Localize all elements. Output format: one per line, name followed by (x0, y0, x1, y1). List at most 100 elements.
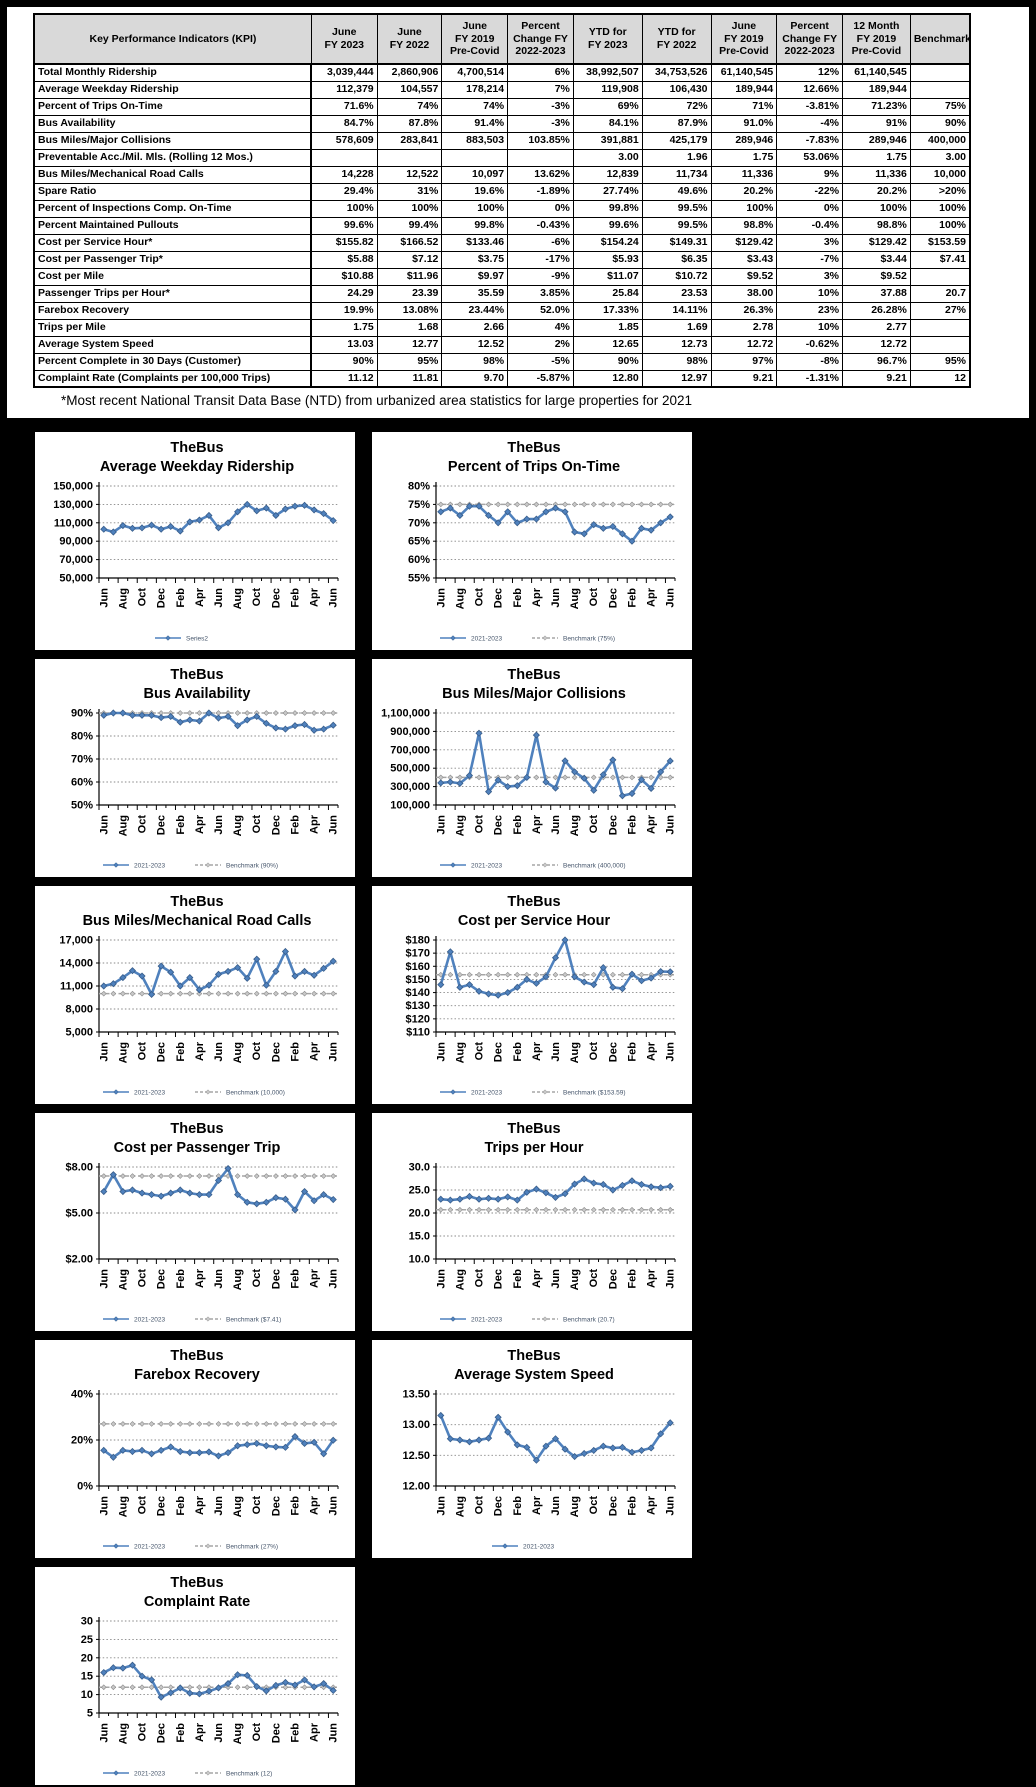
kpi-col-header-4: Percent Change FY 2022-2023 (507, 13, 574, 65)
chart-card-complaint-rate: 5 10 15 20 25 30 Jun Aug Oct Dec Feb Apr Jun Aug Oct De… (33, 1565, 357, 1787)
chart-subtitle: Cost per Passenger Trip (114, 1140, 281, 1156)
data-point-marker (282, 1173, 289, 1179)
x-axis-tick-label: Aug (454, 1269, 466, 1290)
data-point-marker (551, 504, 560, 512)
kpi-cell: -0.4% (776, 216, 844, 235)
data-point-marker (100, 525, 108, 533)
kpi-cell: -0.62% (776, 335, 844, 354)
x-axis-tick-label: Jun (665, 1496, 677, 1516)
data-point-marker (310, 1683, 318, 1691)
x-axis-tick-label: Jun (665, 588, 677, 608)
kpi-cell: -22% (776, 182, 844, 201)
x-axis-tick-label: Dec (270, 1496, 282, 1516)
x-axis-tick-label: Oct (588, 588, 600, 607)
chart-title: TheBus (507, 894, 560, 910)
kpi-cell: 578,609 (310, 131, 378, 150)
data-point-marker (514, 971, 521, 978)
data-point-marker (485, 788, 493, 796)
data-point-marker (128, 967, 137, 975)
x-axis-tick-label: Apr (646, 587, 658, 607)
data-point-marker (301, 1173, 308, 1179)
data-point-marker (666, 1182, 674, 1190)
chart-subtitle: Average Weekday Ridership (100, 459, 294, 475)
data-point-marker (571, 501, 578, 508)
data-point-marker (599, 1442, 607, 1450)
x-axis-tick-label: Apr (194, 1495, 206, 1515)
data-point-marker (485, 501, 492, 508)
data-point-marker (450, 1089, 456, 1095)
kpi-cell: 0% (776, 199, 844, 218)
data-point-marker (320, 725, 328, 733)
data-point-marker (485, 1206, 492, 1213)
data-point-marker (215, 1421, 222, 1427)
data-point-marker (138, 1189, 146, 1197)
data-point-marker (109, 528, 117, 536)
kpi-cell: 11,734 (641, 165, 712, 184)
x-axis-tick-label: Jun (550, 1269, 562, 1289)
x-axis-tick-label: Dec (493, 588, 505, 608)
kpi-cell: 13.08% (376, 301, 443, 320)
data-point-marker (437, 774, 444, 781)
data-point-marker (320, 1421, 327, 1427)
data-point-marker (176, 1684, 184, 1692)
data-point-marker (253, 1173, 260, 1179)
kpi-col-header-5: YTD for FY 2023 (572, 13, 643, 65)
data-point-marker (214, 524, 223, 532)
data-point-marker (139, 1684, 145, 1691)
data-point-marker (647, 784, 655, 793)
y-axis-tick-label: 50,000 (59, 573, 93, 585)
kpi-cell: $7.41 (909, 250, 971, 269)
data-point-marker (206, 1173, 212, 1179)
data-point-marker (523, 1443, 531, 1451)
data-point-marker (667, 774, 674, 781)
data-point-marker (100, 1446, 108, 1454)
data-point-marker (581, 1206, 588, 1213)
data-point-marker (513, 1441, 521, 1449)
kpi-cell: 100% (842, 199, 911, 218)
data-point-marker (637, 524, 646, 532)
kpi-cell (909, 335, 971, 354)
data-point-marker (437, 1195, 445, 1203)
data-point-marker (609, 983, 617, 991)
data-point-marker (437, 779, 445, 787)
y-axis-tick-label: $110 (406, 1027, 430, 1039)
data-point-marker (619, 501, 626, 508)
kpi-cell: 12.65 (572, 335, 643, 354)
kpi-cell: -5.87% (507, 369, 574, 388)
data-point-marker (504, 989, 512, 997)
kpi-cell: 11.12 (310, 369, 378, 388)
kpi-cell (909, 318, 971, 337)
y-axis-tick-label: 10.0 (409, 1254, 430, 1266)
data-point-marker (205, 511, 213, 520)
kpi-cell: 99.4% (376, 216, 443, 235)
data-point-marker (128, 1661, 137, 1669)
x-axis-tick-label: Feb (175, 1496, 187, 1516)
data-point-marker (533, 501, 540, 508)
kpi-cell: 10% (776, 318, 844, 337)
kpi-cell: 289,946 (710, 131, 778, 150)
data-point-marker (666, 513, 674, 521)
kpi-cell: 99.5% (641, 199, 712, 218)
legend-benchmark-label: Benchmark ($7.41) (226, 1317, 281, 1324)
x-axis-tick-label: Apr (309, 1268, 321, 1288)
data-point-marker (571, 1452, 579, 1461)
chart-subtitle: Cost per Service Hour (458, 913, 611, 929)
legend-benchmark-label: Benchmark (12) (226, 1771, 272, 1778)
data-point-marker (542, 508, 550, 516)
table-row: Cost per Passenger Trip* $5.88 $7.12 $3.75-… (33, 250, 971, 269)
data-point-marker (330, 990, 337, 997)
kpi-cell: 12.66% (776, 80, 844, 99)
data-point-marker (196, 990, 203, 997)
legend-benchmark-label: Benchmark (27%) (226, 1544, 278, 1551)
data-point-marker (551, 1435, 560, 1443)
kpi-cell: 97% (710, 352, 778, 371)
data-point-marker (476, 774, 482, 781)
x-axis-tick-label: Feb (626, 588, 638, 608)
data-point-marker (667, 1206, 674, 1213)
x-axis-tick-label: Jun (98, 1723, 110, 1743)
kpi-cell: 91.0% (710, 114, 778, 133)
data-point-marker (571, 1206, 578, 1213)
data-point-marker (647, 1183, 655, 1191)
data-point-marker (186, 518, 194, 526)
y-axis-tick-label: 70% (71, 754, 93, 766)
